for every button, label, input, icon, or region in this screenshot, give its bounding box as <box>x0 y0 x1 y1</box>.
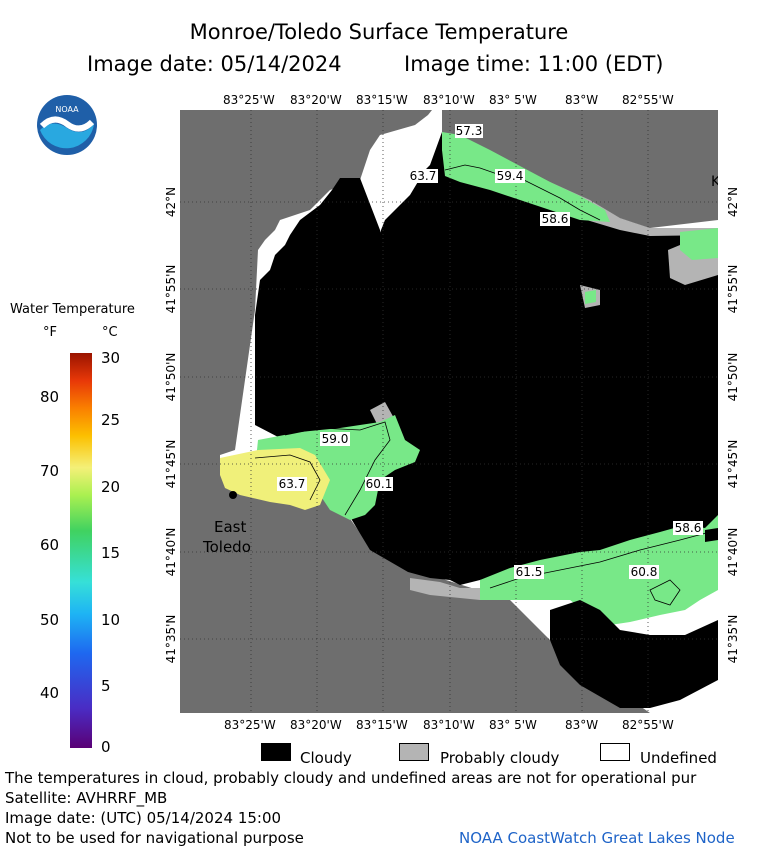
logo-text: NOAA <box>55 105 79 114</box>
temperature-label: 58.6 <box>542 212 569 226</box>
lon-label-bottom: 83° 5'W <box>489 718 537 732</box>
place-label-k: K <box>711 174 718 190</box>
temperature-label: 57.3 <box>456 124 483 138</box>
tick-c: 20 <box>101 478 121 496</box>
graticule <box>180 110 718 713</box>
lon-label-bottom: 83°W <box>565 718 599 732</box>
tick-c: 5 <box>101 677 111 695</box>
lon-label-bottom: 83°10'W <box>423 718 475 732</box>
key-label-cloudy: Cloudy <box>300 749 352 767</box>
lat-label-right: 41°50'N <box>726 352 740 402</box>
key-swatch-undefined <box>600 743 630 761</box>
tick-f: 40 <box>40 684 60 702</box>
page-title: Monroe/Toledo Surface Temperature <box>189 20 569 44</box>
water-temperature-area <box>255 415 420 520</box>
lon-label-top: 83°W <box>565 93 599 107</box>
footer-note: The temperatures in cloud, probably clou… <box>5 769 697 787</box>
water-temperature-area <box>585 290 596 304</box>
temperature-map: 57.3 63.7 59.4 58.6 59.0 63.7 60.1 58.6 … <box>180 110 718 713</box>
shore-marker <box>712 496 718 504</box>
footer-date-utc: Image date: (UTC) 05/14/2024 15:00 <box>5 809 282 827</box>
temperature-label: 63.7 <box>279 477 306 491</box>
image-date: Image date: 05/14/2024 <box>87 52 342 76</box>
lon-label-top: 83°20'W <box>290 93 342 107</box>
water-temperature-area <box>680 228 718 260</box>
legend-title: Water Temperature <box>10 302 135 317</box>
cloud-area <box>550 600 718 708</box>
lon-label-bottom: 82°55'W <box>622 718 674 732</box>
lat-label-right: 42°N <box>726 186 740 218</box>
lat-label-left: 41°40'N <box>164 527 178 577</box>
lon-label-bottom: 83°25'W <box>224 718 276 732</box>
isotherm-line <box>649 579 681 606</box>
water-temperature-area <box>220 448 330 510</box>
lat-label-right: 41°35'N <box>726 614 740 664</box>
key-label-undefined: Undefined <box>640 749 717 767</box>
temperature-label: 58.6 <box>675 521 702 535</box>
lat-label-left: 41°45'N <box>164 439 178 489</box>
key-swatch-cloudy <box>261 743 291 761</box>
image-time: Image time: 11:00 (EDT) <box>404 52 664 76</box>
tick-f: 60 <box>40 536 60 554</box>
tick-c: 0 <box>101 738 111 756</box>
footer-credit: NOAA CoastWatch Great Lakes Node <box>459 829 735 847</box>
place-label-monroe: Monroe <box>259 279 315 297</box>
temperature-label: 60.8 <box>631 565 658 579</box>
place-label-east: East <box>214 518 247 536</box>
lon-label-top: 82°55'W <box>622 93 674 107</box>
key-label-probably-cloudy: Probably cloudy <box>440 749 560 767</box>
tick-f: 50 <box>40 611 60 629</box>
lon-label-top: 83°10'W <box>423 93 475 107</box>
lat-label-left: 42°N <box>164 186 178 218</box>
isotherm-line <box>284 421 391 516</box>
water-temperature-area <box>442 132 610 222</box>
lat-label-right: 41°45'N <box>726 439 740 489</box>
color-bar <box>70 353 92 748</box>
lon-label-bottom: 83°20'W <box>290 718 342 732</box>
tick-f: 80 <box>40 388 60 406</box>
water-temperature-area <box>480 515 718 625</box>
lon-label-bottom: 83°15'W <box>356 718 408 732</box>
tick-f: 70 <box>40 462 60 480</box>
temperature-label: 63.7 <box>410 169 437 183</box>
noaa-logo-icon: NOAA <box>37 95 97 155</box>
temperature-label: 61.5 <box>516 565 543 579</box>
lon-label-top: 83° 5'W <box>489 93 537 107</box>
cloud-area <box>705 528 718 542</box>
place-label-toledo: Toledo <box>203 538 251 556</box>
tick-c: 15 <box>101 544 121 562</box>
probably-cloudy-area <box>410 578 480 600</box>
lon-label-top: 83°25'W <box>223 93 275 107</box>
footer-nav-warning: Not to be used for navigational purpose <box>5 829 304 847</box>
footer-satellite: Satellite: AVHRRF_MB <box>5 789 168 807</box>
key-swatch-probably-cloudy <box>399 743 429 761</box>
lat-label-right: 41°55'N <box>726 264 740 314</box>
tick-c: 10 <box>101 611 121 629</box>
shore-marker <box>229 491 237 499</box>
lat-label-right: 41°40'N <box>726 527 740 577</box>
unit-fahrenheit: °F <box>43 325 57 340</box>
tick-c: 30 <box>101 349 121 367</box>
temperature-label: 59.0 <box>322 432 349 446</box>
lat-label-left: 41°50'N <box>164 352 178 402</box>
unit-celsius: °C <box>102 325 118 340</box>
lat-label-left: 41°55'N <box>164 264 178 314</box>
lon-label-top: 83°15'W <box>356 93 408 107</box>
tick-c: 25 <box>101 411 121 429</box>
temperature-label: 60.1 <box>366 477 393 491</box>
temperature-label: 59.4 <box>497 169 524 183</box>
lat-label-left: 41°35'N <box>164 614 178 664</box>
